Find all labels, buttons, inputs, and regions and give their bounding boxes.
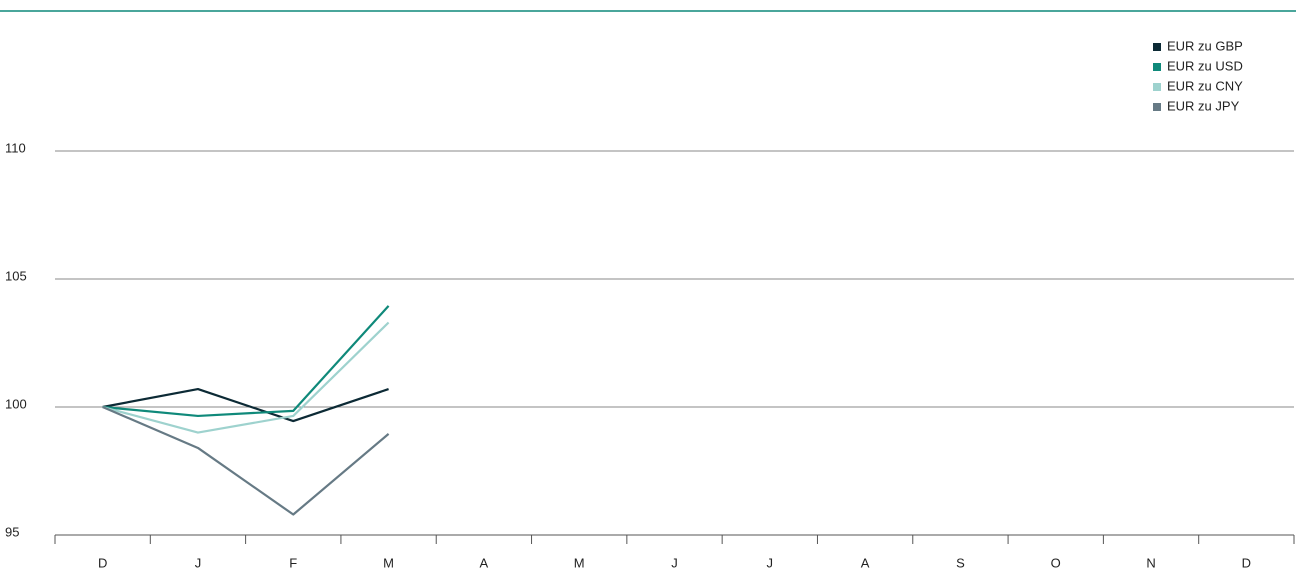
legend-label: EUR zu CNY (1167, 78, 1243, 93)
x-tick-label: D (98, 555, 107, 570)
series-line (102, 305, 390, 418)
legend-label: EUR zu JPY (1167, 98, 1240, 113)
x-tick-label: N (1146, 555, 1155, 570)
x-tick-label: F (289, 555, 297, 570)
x-tick-label: S (956, 555, 965, 570)
x-tick-label: D (1242, 555, 1251, 570)
x-tick-label: J (195, 555, 202, 570)
legend-label: EUR zu USD (1167, 58, 1243, 73)
x-tick-label: A (861, 555, 870, 570)
y-tick-label: 110 (5, 140, 26, 155)
x-tick-label: M (383, 555, 394, 570)
y-tick-label: 95 (5, 524, 19, 539)
series-line (102, 387, 389, 423)
legend-swatch (1153, 63, 1161, 71)
legend-swatch (1153, 83, 1161, 91)
legend-swatch (1153, 43, 1161, 51)
series-line (102, 405, 390, 516)
series-line (102, 321, 390, 434)
y-tick-label: 100 (5, 396, 27, 411)
x-tick-label: J (671, 555, 678, 570)
x-tick-label: O (1051, 555, 1061, 570)
y-tick-label: 105 (5, 268, 27, 283)
legend-label: EUR zu GBP (1167, 38, 1243, 53)
x-tick-label: A (480, 555, 489, 570)
x-tick-label: M (574, 555, 585, 570)
x-tick-label: J (767, 555, 774, 570)
legend-swatch (1153, 103, 1161, 111)
